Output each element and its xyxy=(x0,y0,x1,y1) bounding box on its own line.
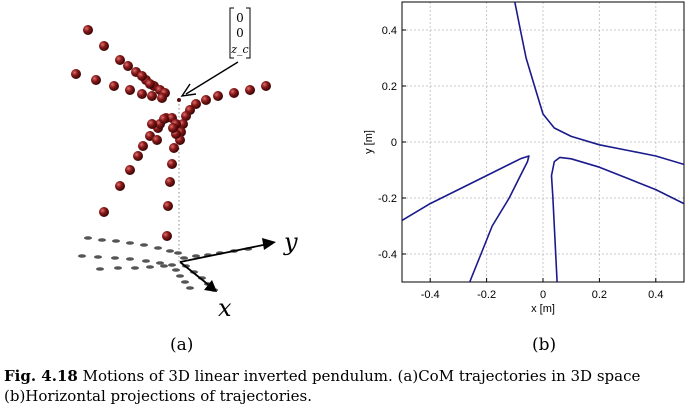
com-ball xyxy=(245,85,255,95)
x-tick-label: 0 xyxy=(540,289,546,301)
com-ball xyxy=(163,201,173,211)
com-ball xyxy=(138,141,148,151)
x-axis-line xyxy=(179,261,211,287)
com-ball xyxy=(261,81,271,91)
floor-shadow-mark xyxy=(126,257,134,261)
com-ball xyxy=(137,71,147,81)
com-ball xyxy=(159,114,169,124)
com-ball xyxy=(167,159,177,169)
floor-shadow-mark xyxy=(172,268,180,272)
com-ball xyxy=(99,207,109,217)
y-tick-label: 0.4 xyxy=(382,25,397,37)
floor-shadow-mark xyxy=(180,256,188,260)
floor-shadow-mark xyxy=(142,259,150,263)
floor-shadow-mark xyxy=(176,274,184,278)
y-tick-label: 0.2 xyxy=(382,81,397,93)
trajectory-3d-illustration: 00 z_cy x xyxy=(71,7,298,322)
com-ball xyxy=(71,69,81,79)
floor-shadow-mark xyxy=(140,243,148,247)
floor-shadow-mark xyxy=(84,236,92,240)
floor-shadow-mark xyxy=(126,241,134,245)
panel-b-sublabel: (b) xyxy=(532,335,557,355)
floor-shadow-mark xyxy=(166,249,174,253)
y-axis-label: y [m] xyxy=(363,130,375,154)
com-ball xyxy=(147,119,157,129)
com-ball xyxy=(169,143,179,153)
pointer-arrowhead xyxy=(180,83,197,97)
com-ball xyxy=(83,25,93,35)
floor-shadow-mark xyxy=(156,261,164,265)
com-ball xyxy=(152,135,162,145)
com-ball xyxy=(165,177,175,187)
floor-shadow-mark xyxy=(181,280,189,284)
y-tick-label: -0.4 xyxy=(378,249,397,261)
trajectory-line-2 xyxy=(402,155,530,282)
axis-x-label: x xyxy=(218,294,232,322)
vector-entry-3: z_c xyxy=(230,43,248,56)
com-ball xyxy=(125,85,135,95)
x-axis-label: x [m] xyxy=(531,303,555,315)
floor-shadow-mark xyxy=(160,264,168,268)
floor-shadow-mark xyxy=(146,265,154,269)
floor-shadow-mark xyxy=(154,246,162,250)
floor-shadow-mark xyxy=(114,266,122,270)
com-ball xyxy=(229,88,239,98)
vector-entry-2: 0 xyxy=(236,26,244,40)
floor-shadow-mark xyxy=(78,254,86,258)
com-ball xyxy=(99,41,109,51)
com-ball xyxy=(178,119,188,129)
axis-y-label: y xyxy=(283,228,298,256)
y-axis-line xyxy=(179,243,269,263)
com-ball xyxy=(137,89,147,99)
y-tick-label: -0.2 xyxy=(378,193,397,205)
com-ball xyxy=(213,91,223,101)
figure-caption-text: Motions of 3D linear inverted pendulum. … xyxy=(4,367,641,405)
pointer-arrow-line xyxy=(185,61,239,95)
x-tick-label: 0.2 xyxy=(592,289,607,301)
floor-shadow-mark xyxy=(96,267,104,271)
vector-left-bracket xyxy=(229,7,234,59)
com-ball xyxy=(157,93,167,103)
floor-shadow-mark xyxy=(98,238,106,242)
floor-shadow-mark xyxy=(111,256,119,260)
floor-shadow-mark xyxy=(112,239,120,243)
floor-shadow-mark xyxy=(174,251,182,255)
trajectory-line-1 xyxy=(514,2,684,166)
y-tick-label: 0 xyxy=(391,137,397,149)
panel-b-projection-chart: -0.4 -0.2 0 0.2 0.4 0.4 0.2 0 -0.2 -0.4 x [m] y [m]… xyxy=(360,0,700,355)
com-ball xyxy=(91,75,101,85)
top-center-point xyxy=(177,98,181,102)
com-ball xyxy=(147,91,157,101)
x-axis-arrowhead xyxy=(204,280,217,292)
figure-number: Fig. 4.18 xyxy=(4,367,78,385)
com-ball xyxy=(115,55,125,65)
floor-shadow-mark xyxy=(186,286,194,290)
trajectory-line-3 xyxy=(550,156,684,282)
x-tick-label: -0.4 xyxy=(421,289,440,301)
floor-shadow-mark xyxy=(192,254,200,258)
com-ball xyxy=(123,61,133,71)
floor-shadow-mark xyxy=(94,255,102,259)
com-ball xyxy=(109,81,119,91)
vector-entry-1: 0 xyxy=(236,11,244,25)
com-ball xyxy=(133,151,143,161)
com-ball xyxy=(201,95,211,105)
com-ball xyxy=(181,111,191,121)
com-ball xyxy=(168,123,178,133)
com-ball xyxy=(115,181,125,191)
projection-chart-svg: -0.4 -0.2 0 0.2 0.4 0.4 0.2 0 -0.2 -0.4 x [m] y [m] xyxy=(363,1,685,315)
com-ball xyxy=(125,165,135,175)
floor-shadow-mark xyxy=(168,263,176,267)
x-tick-label: -0.2 xyxy=(477,289,496,301)
com-ball xyxy=(145,79,155,89)
panel-a-sublabel: (a) xyxy=(170,335,194,355)
com-ball xyxy=(162,231,172,241)
vector-right-bracket xyxy=(246,7,251,59)
x-tick-label: 0.4 xyxy=(648,289,663,301)
floor-shadow-mark xyxy=(131,266,139,270)
figure-caption: Fig. 4.18 Motions of 3D linear inverted … xyxy=(4,366,696,406)
y-axis-arrowhead xyxy=(262,238,276,250)
